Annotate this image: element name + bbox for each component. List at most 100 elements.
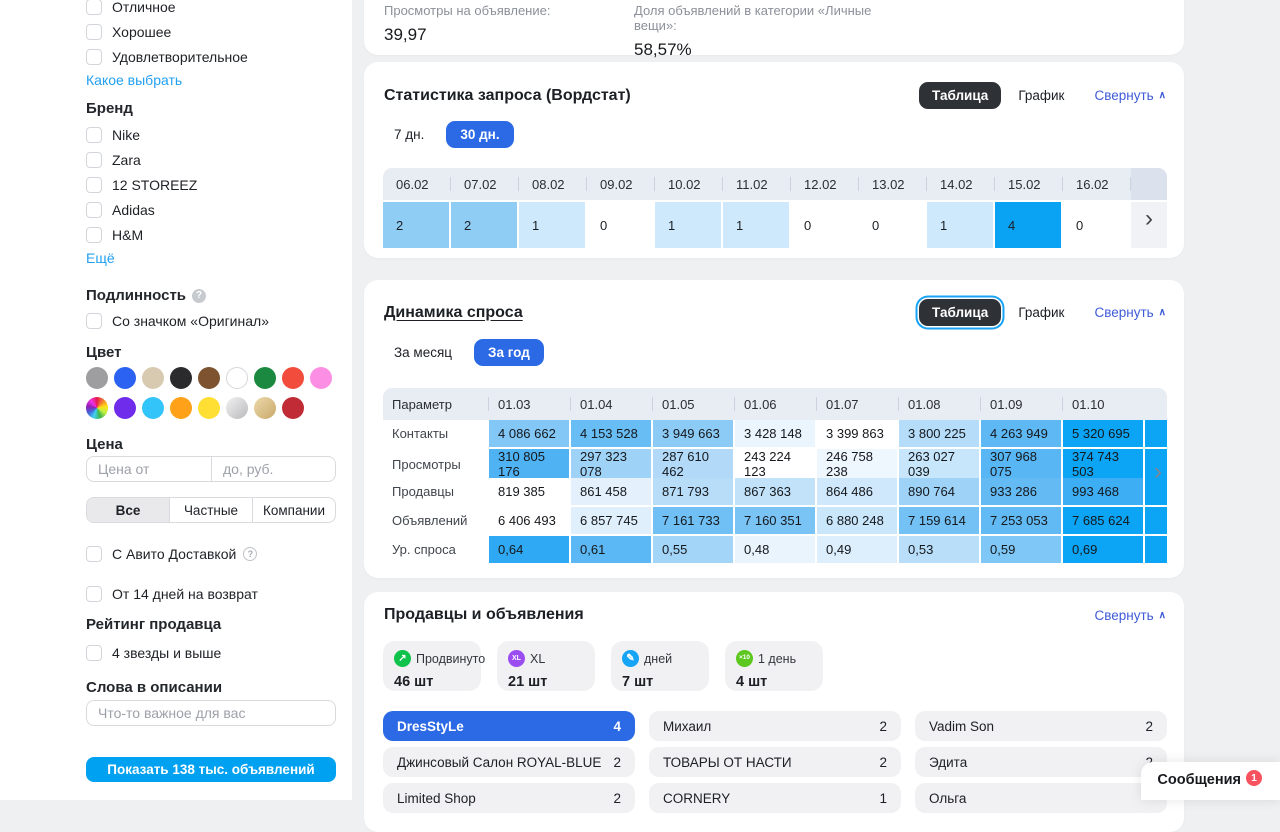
condition-filter-group: Отличное Хорошее Удовлетворительное Какое …	[86, 0, 336, 90]
color-swatch-silver[interactable]	[226, 397, 248, 419]
show-results-button[interactable]: Показать 138 тыс. объявлений	[86, 757, 336, 782]
checkbox[interactable]	[86, 126, 102, 143]
seller-item[interactable]: Vadim Son 2	[915, 711, 1167, 741]
table-view-tab[interactable]: Таблица	[919, 82, 1002, 109]
seller-item[interactable]: Михаил 2	[649, 711, 901, 741]
color-swatch-purple[interactable]	[114, 397, 136, 419]
collapse-link[interactable]: Свернуть ∧	[1094, 608, 1166, 623]
seller-type-tab[interactable]: Компании	[252, 498, 335, 522]
checkbox-option[interactable]: Хорошее	[86, 19, 336, 44]
color-swatch-yellow[interactable]	[198, 397, 220, 419]
period-tab[interactable]: 7 дн.	[384, 121, 434, 148]
value-cell: 7 253 053	[981, 507, 1061, 534]
checkbox-label: Отличное	[112, 0, 176, 15]
seller-item[interactable]: Джинсовый Салон ROYAL-BLUE 2	[383, 747, 635, 777]
demand-view-toggle: Таблица График	[919, 299, 1064, 326]
collapse-label: Свернуть	[1094, 305, 1154, 320]
chevron-right-icon[interactable]: ›	[1145, 205, 1153, 232]
demand-title[interactable]: Динамика спроса	[384, 303, 523, 321]
checkbox[interactable]	[86, 545, 102, 562]
checkbox[interactable]	[86, 585, 102, 602]
help-icon[interactable]: ?	[192, 288, 207, 303]
color-swatch-blue[interactable]	[114, 367, 136, 389]
color-section-label: Цвет	[86, 344, 122, 361]
value-cell: 867 363	[735, 478, 815, 505]
checkbox[interactable]	[86, 312, 102, 329]
authenticity-filter-group: Подлинность ? Со значком «Оригинал»	[86, 287, 336, 333]
color-swatch-green[interactable]	[254, 367, 276, 389]
value-cell: 7 159 614	[899, 507, 979, 534]
color-swatch-cyan[interactable]	[142, 397, 164, 419]
color-swatch-black[interactable]	[170, 367, 192, 389]
value-cell: 6 880 248	[817, 507, 897, 534]
date-header: 16.02	[1063, 177, 1129, 192]
value-cell: 0,48	[735, 536, 815, 563]
checkbox[interactable]	[86, 23, 102, 40]
value-cell: 4	[995, 202, 1061, 248]
color-swatch-pink[interactable]	[310, 367, 332, 389]
value-cell-partial	[1145, 449, 1167, 479]
color-swatch-multicolor[interactable]	[86, 397, 108, 419]
wordstat-card: Статистика запроса (Вордстат) Таблица Гр…	[364, 62, 1184, 258]
period-tab[interactable]: За месяц	[384, 339, 462, 366]
checkbox-option[interactable]: 12 STOREEZ	[86, 172, 336, 197]
color-swatch-orange[interactable]	[170, 397, 192, 419]
seller-ad-count: 2	[879, 718, 887, 734]
seller-item[interactable]: DresStyLe 4	[383, 711, 635, 741]
chart-view-tab[interactable]: График	[1018, 305, 1065, 320]
color-swatch-dark-red[interactable]	[282, 397, 304, 419]
collapse-link[interactable]: Свернуть ∧	[1094, 88, 1166, 103]
seller-type-tab[interactable]: Частные	[169, 498, 252, 522]
messages-widget[interactable]: Сообщения 1	[1141, 762, 1280, 800]
delivery-filter-group: С Авито Доставкой ?	[86, 541, 336, 566]
chevron-right-icon[interactable]: ›	[1154, 458, 1162, 485]
checkbox[interactable]	[86, 151, 102, 168]
seller-item[interactable]: ТОВАРЫ ОТ НАСТИ 2	[649, 747, 901, 777]
help-icon[interactable]: ?	[243, 546, 258, 561]
checkbox-avito-delivery[interactable]: С Авито Доставкой ?	[86, 541, 336, 566]
sellers-card: Продавцы и объявления Свернуть ∧ ↗ Продви…	[364, 592, 1184, 832]
checkbox-four-stars[interactable]: 4 звезды и выше	[86, 640, 336, 665]
checkbox[interactable]	[86, 644, 102, 661]
price-from-input[interactable]	[86, 456, 211, 482]
period-tab[interactable]: 30 дн.	[446, 121, 514, 148]
value-cell-partial	[1145, 507, 1167, 534]
condition-help-link[interactable]: Какое выбрать	[86, 72, 183, 88]
table-view-tab[interactable]: Таблица	[919, 299, 1002, 326]
description-words-group: Слова в описании	[86, 679, 336, 726]
collapse-link[interactable]: Свернуть ∧	[1094, 305, 1166, 320]
checkbox-option[interactable]: H&M	[86, 222, 336, 247]
chevron-up-icon: ∧	[1158, 90, 1166, 101]
checkbox[interactable]	[86, 226, 102, 243]
checkbox[interactable]	[86, 48, 102, 65]
seller-item[interactable]: Эдита2	[915, 747, 1167, 777]
color-swatch-red[interactable]	[282, 367, 304, 389]
checkbox-return-policy[interactable]: От 14 дней на возврат	[86, 581, 336, 606]
checkbox-option[interactable]: Удовлетворительное	[86, 44, 336, 69]
checkbox-option[interactable]: Nike	[86, 122, 336, 147]
seller-item[interactable]: Limited Shop 2	[383, 783, 635, 813]
value-cell: 4 086 662	[489, 420, 569, 447]
color-swatch-brown[interactable]	[198, 367, 220, 389]
price-to-input[interactable]	[211, 456, 336, 482]
brand-more-link[interactable]: Ещё	[86, 250, 115, 266]
color-swatch-white[interactable]	[226, 367, 248, 389]
period-tab[interactable]: За год	[474, 339, 544, 366]
color-swatch-gray[interactable]	[86, 367, 108, 389]
checkbox[interactable]	[86, 0, 102, 15]
value-cell: 1	[723, 202, 789, 248]
color-swatch-gold[interactable]	[254, 397, 276, 419]
checkbox[interactable]	[86, 201, 102, 218]
color-swatch-beige[interactable]	[142, 367, 164, 389]
value-cell: 0	[791, 202, 857, 248]
description-words-input[interactable]	[86, 700, 336, 726]
chart-view-tab[interactable]: График	[1018, 88, 1065, 103]
checkbox-option[interactable]: Zara	[86, 147, 336, 172]
checkbox[interactable]	[86, 176, 102, 193]
checkbox-original-badge[interactable]: Со значком «Оригинал»	[86, 308, 336, 333]
checkbox-option[interactable]: Отличное	[86, 0, 336, 19]
checkbox-option[interactable]: Adidas	[86, 197, 336, 222]
seller-item[interactable]: CORNERY 1	[649, 783, 901, 813]
seller-type-tab[interactable]: Все	[87, 498, 169, 522]
seller-item[interactable]: Ольга	[915, 783, 1167, 813]
